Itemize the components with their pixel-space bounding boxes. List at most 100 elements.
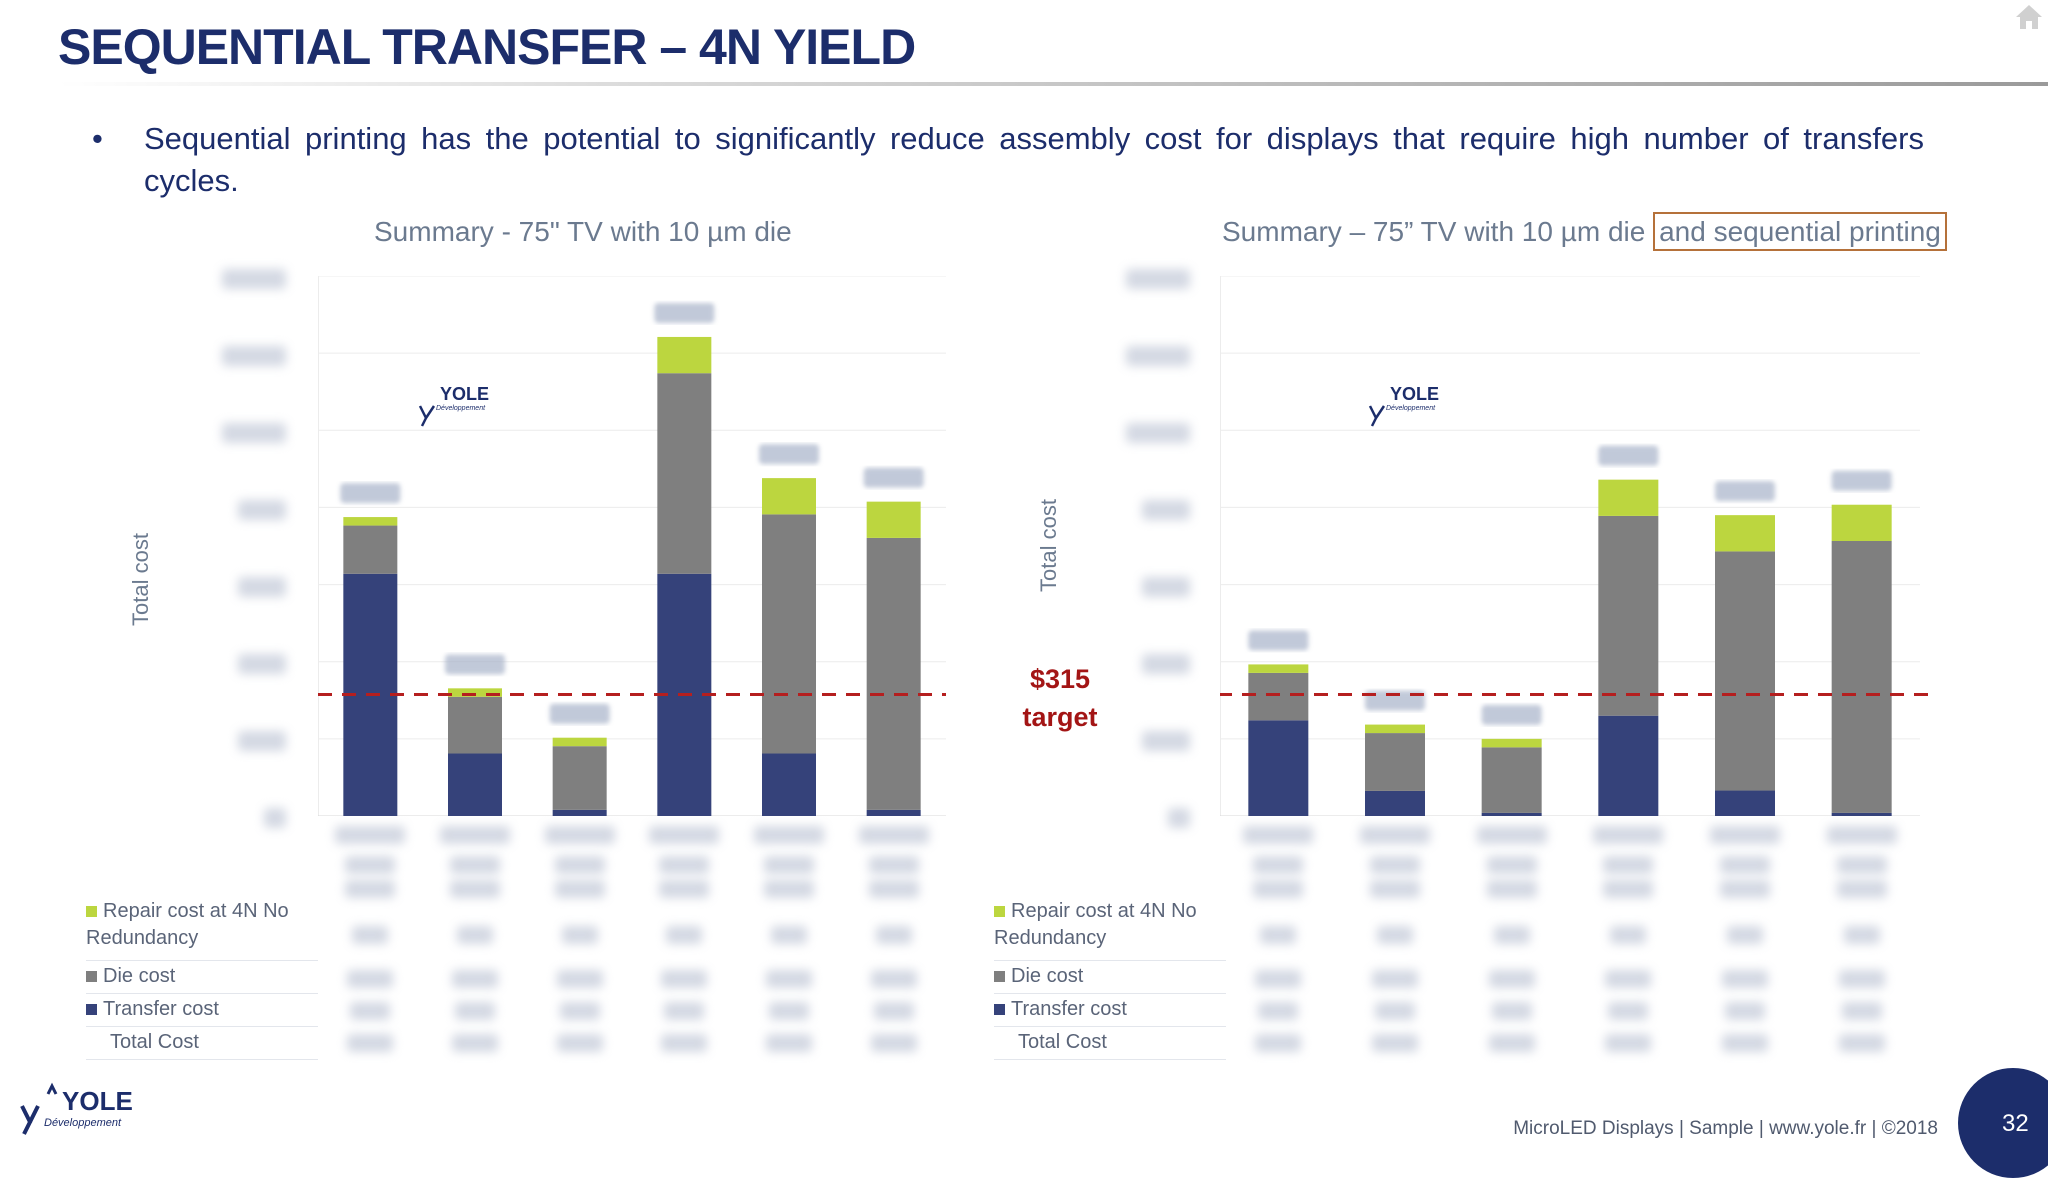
blurred-cell xyxy=(457,926,493,944)
target-value: $315 xyxy=(1029,664,1091,694)
watermark-logo-sub: Développement xyxy=(1386,405,1436,412)
blurred-y-tick xyxy=(1142,731,1190,751)
blurred-cell xyxy=(1720,856,1770,874)
blurred-cell xyxy=(1491,1002,1532,1020)
bar-repair xyxy=(552,737,607,747)
legend-die: Die cost xyxy=(86,960,318,994)
bar-die xyxy=(1481,747,1542,813)
bar-die xyxy=(448,696,502,754)
blurred-cell xyxy=(1608,1002,1649,1020)
blurred-cell xyxy=(1486,856,1537,874)
blurred-cell xyxy=(769,1002,809,1020)
right-data-table-legend: Repair cost at 4N No Redundancy Die cost… xyxy=(994,898,1226,1060)
blurred-cell xyxy=(559,1002,600,1020)
blurred-y-tick xyxy=(1142,500,1190,520)
blurred-cell xyxy=(1370,880,1420,898)
blurred-y-tick xyxy=(238,654,286,674)
bar-repair xyxy=(448,688,502,697)
blurred-y-tick xyxy=(222,269,286,289)
blurred-cell xyxy=(649,826,720,844)
blurred-cell xyxy=(1836,880,1887,898)
blurred-cell xyxy=(1838,1034,1885,1052)
bar-repair xyxy=(1481,738,1542,748)
home-icon[interactable] xyxy=(2014,2,2044,32)
right-chart-title-highlight: and sequential printing xyxy=(1653,212,1947,251)
right-chart-title-main: Summary – 75” TV with 10 µm die xyxy=(1222,216,1646,247)
blurred-cell xyxy=(556,970,603,988)
blurred-y-tick xyxy=(1126,346,1190,366)
blurred-cell xyxy=(1826,826,1897,844)
bar-die xyxy=(1598,515,1659,716)
bar-die xyxy=(1831,540,1892,813)
bar-transfer xyxy=(1365,790,1425,816)
blurred-data-label xyxy=(549,703,610,724)
blurred-y-tick xyxy=(264,808,286,828)
blurred-cell xyxy=(661,970,708,988)
blurred-cell xyxy=(870,1034,917,1052)
blurred-cell xyxy=(1372,1034,1418,1052)
blurred-cell xyxy=(544,826,615,844)
bar-transfer xyxy=(448,753,502,816)
bar-repair xyxy=(1248,664,1309,673)
bullet-point: • Sequential printing has the potential … xyxy=(92,118,1924,202)
logo-name: YOLE xyxy=(62,1086,133,1116)
bar-transfer xyxy=(1831,812,1892,816)
bar-repair xyxy=(1598,479,1659,516)
blurred-cell xyxy=(1258,1002,1299,1020)
blurred-cell xyxy=(1476,826,1547,844)
watermark-logo-mark xyxy=(418,405,436,427)
bar-die xyxy=(1248,672,1309,721)
watermark-logo-sub: Développement xyxy=(436,405,486,412)
blurred-y-tick xyxy=(238,577,286,597)
bar-transfer xyxy=(866,809,921,816)
blurred-cell xyxy=(1605,970,1652,988)
blurred-data-label xyxy=(863,467,924,488)
blurred-cell xyxy=(1488,970,1535,988)
blurred-cell xyxy=(1710,826,1780,844)
repair-swatch xyxy=(994,906,1005,918)
blurred-cell xyxy=(345,856,396,874)
logo-sub: Développement xyxy=(44,1117,122,1129)
legend-repair: Repair cost at 4N No Redundancy xyxy=(86,898,318,961)
blurred-cell xyxy=(554,856,605,874)
blurred-cell xyxy=(1725,1002,1765,1020)
blurred-cell xyxy=(766,1034,812,1052)
legend-transfer: Transfer cost xyxy=(86,993,318,1027)
blurred-cell xyxy=(452,1034,498,1052)
blurred-cell xyxy=(335,826,406,844)
blurred-cell xyxy=(1720,880,1770,898)
bar-die xyxy=(1715,551,1775,791)
blurred-cell xyxy=(1722,970,1768,988)
blurred-cell xyxy=(1253,880,1304,898)
blurred-cell xyxy=(1603,880,1654,898)
bar-die xyxy=(1365,733,1425,791)
legend-transfer-right: Transfer cost xyxy=(994,993,1226,1027)
page-number-badge: 32 xyxy=(1958,1068,2048,1178)
blurred-cell xyxy=(452,970,498,988)
legend-repair-right: Repair cost at 4N No Redundancy xyxy=(994,898,1226,961)
bar-repair xyxy=(1715,515,1775,552)
blurred-cell xyxy=(664,1002,705,1020)
blurred-cell xyxy=(350,1002,391,1020)
bar-transfer xyxy=(1248,720,1309,816)
bar-transfer xyxy=(1481,812,1542,816)
blurred-cell xyxy=(440,826,510,844)
right-chart-title: Summary – 75” TV with 10 µm die and sequ… xyxy=(1222,212,1947,251)
blurred-cell xyxy=(1841,1002,1882,1020)
blurred-cell xyxy=(875,926,912,944)
bar-transfer xyxy=(1598,715,1659,816)
blurred-cell xyxy=(347,1034,394,1052)
blurred-cell xyxy=(764,880,814,898)
blurred-cell xyxy=(1255,970,1302,988)
blurred-cell xyxy=(1593,826,1664,844)
blurred-cell xyxy=(1377,926,1413,944)
blurred-cell xyxy=(561,926,598,944)
blurred-y-tick xyxy=(222,346,286,366)
bar-repair xyxy=(343,517,398,526)
blurred-y-tick xyxy=(222,423,286,443)
bar-die xyxy=(657,373,712,574)
bar-die xyxy=(552,746,607,810)
blurred-cell xyxy=(1838,970,1885,988)
